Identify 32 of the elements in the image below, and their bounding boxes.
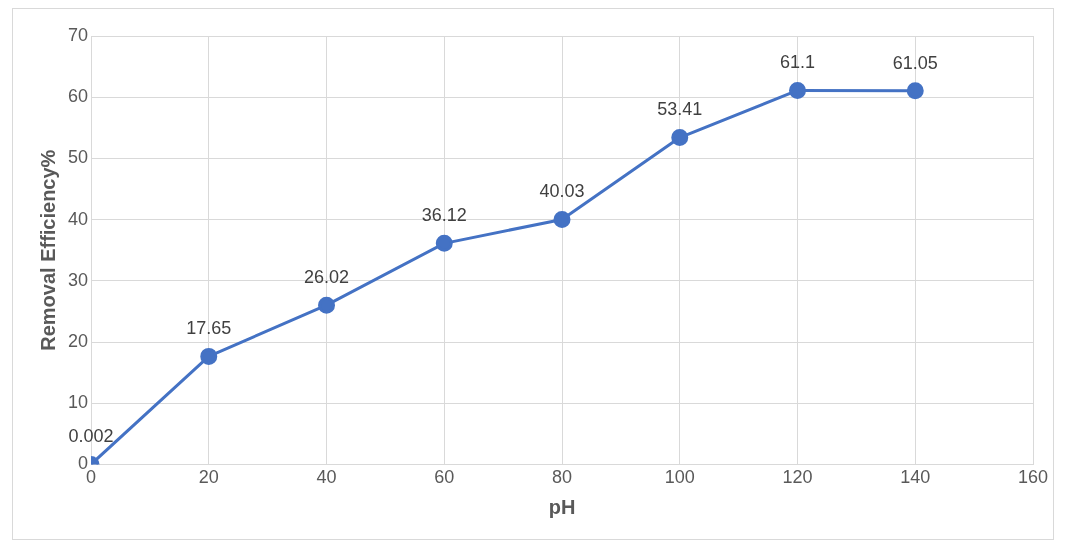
x-tick-label: 140: [900, 467, 931, 488]
x-axis-title: pH: [548, 495, 576, 518]
data-label: 61.1: [779, 52, 816, 73]
point: [553, 210, 571, 228]
y-tick-label: 70: [67, 24, 89, 45]
point: [200, 347, 218, 365]
x-tick-label: 20: [198, 467, 219, 488]
data-label: 26.02: [303, 267, 350, 288]
point: [789, 81, 807, 99]
point: [435, 234, 453, 252]
y-tick-label: 20: [67, 330, 89, 351]
data-label: 17.65: [186, 318, 232, 339]
y-axis-title: Removal Efficiency%: [36, 149, 59, 351]
point: [318, 296, 336, 314]
y-tick-label: 30: [67, 269, 89, 290]
x-tick-label: 40: [316, 467, 337, 488]
data-label: 53.41: [657, 99, 703, 120]
x-tick-label: 80: [552, 467, 573, 488]
x-tick-label: 100: [664, 467, 695, 488]
x-tick-label: 60: [434, 467, 455, 488]
data-label: 61.05: [892, 52, 938, 73]
y-tick-label: 10: [67, 392, 89, 413]
data-label: 0.002: [68, 426, 114, 447]
point: [906, 82, 924, 100]
x-tick-label: 160: [1017, 467, 1049, 488]
y-tick-label: 40: [67, 208, 89, 229]
x-tick-label: 120: [782, 467, 813, 488]
point: [671, 129, 689, 147]
data-label: 40.03: [539, 181, 585, 202]
y-tick-label: 50: [67, 147, 89, 168]
data-label: 36.12: [421, 205, 467, 226]
y-tick-label: 60: [67, 86, 89, 107]
